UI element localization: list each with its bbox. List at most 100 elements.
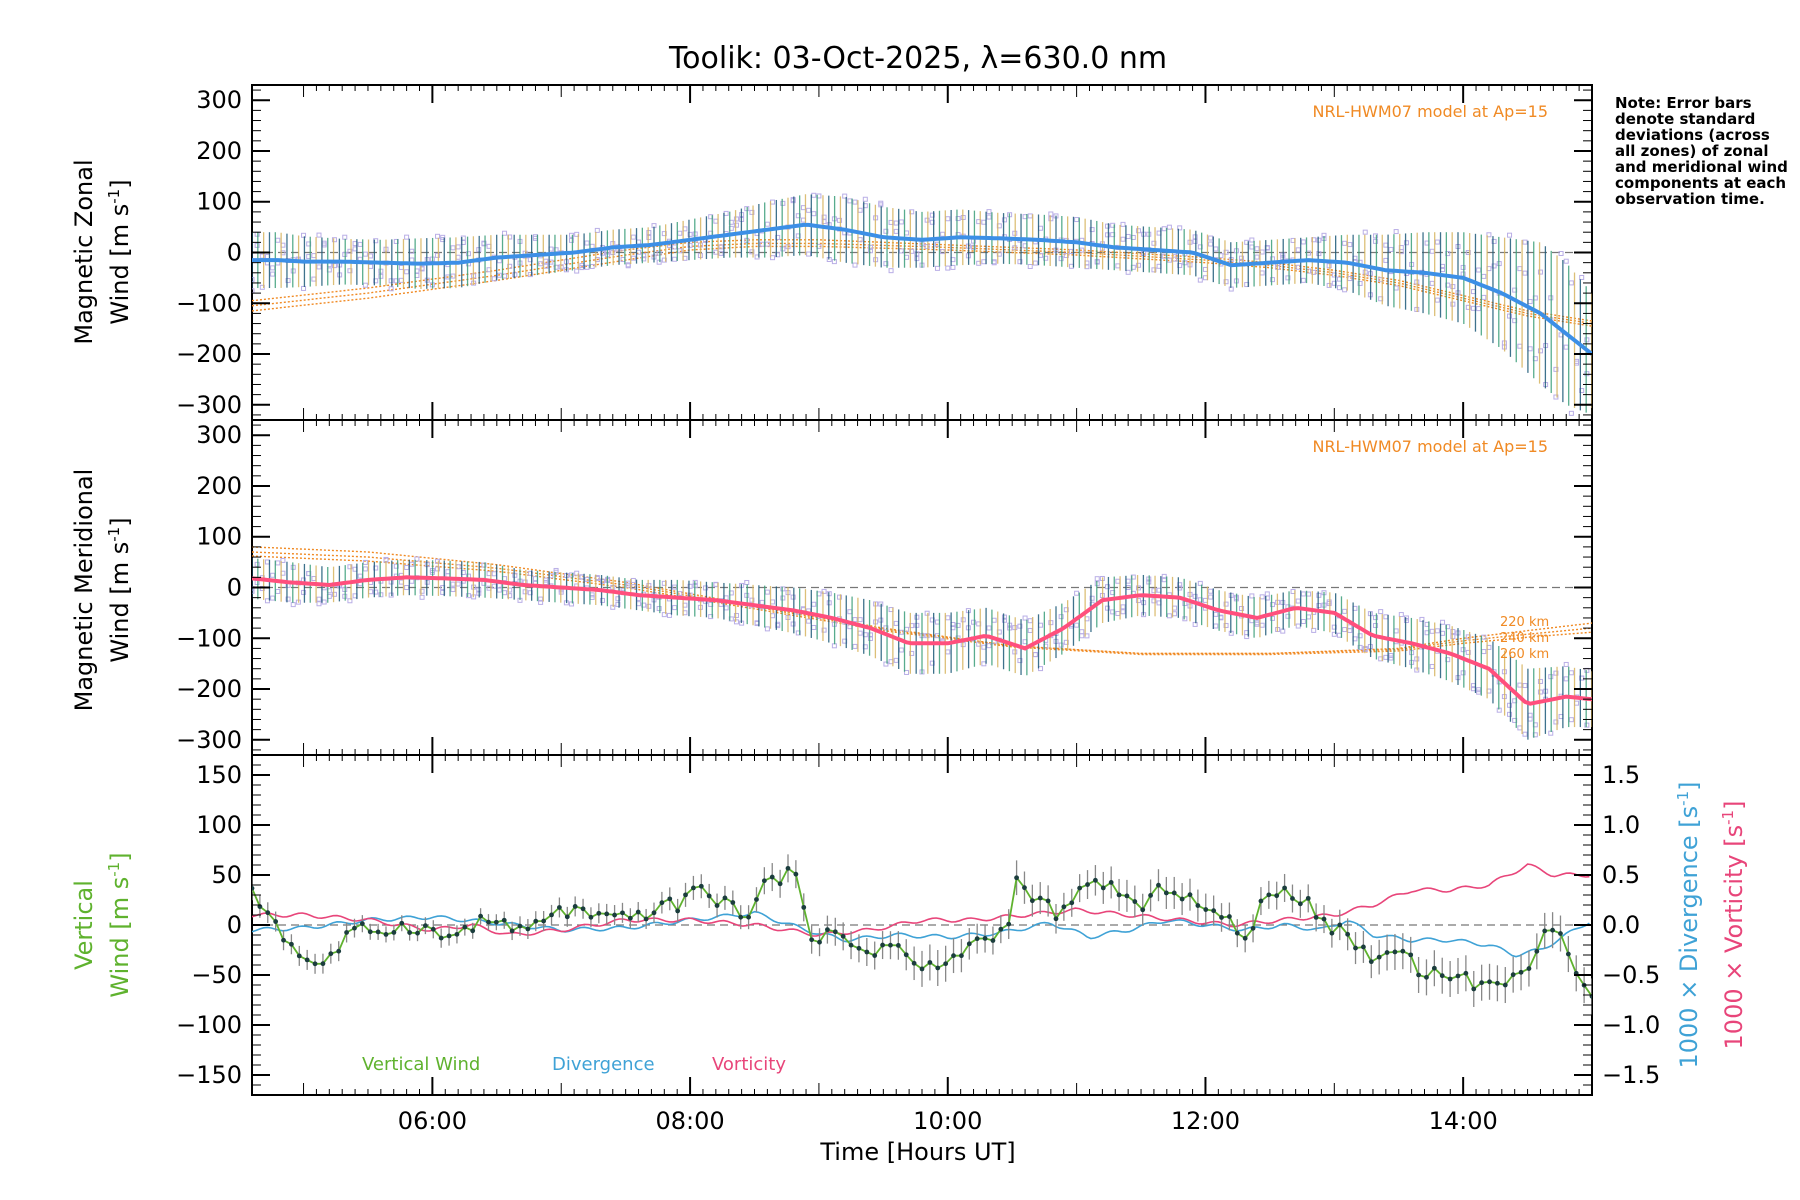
meridional-zone-marker <box>1125 578 1131 584</box>
zonal-zone-marker <box>1300 277 1306 283</box>
vertical-wind-point <box>801 904 807 910</box>
zonal-zone-marker <box>837 217 843 223</box>
meridional-zone-marker <box>1300 591 1306 597</box>
zonal-zone-marker <box>1120 221 1126 227</box>
zonal-zone-marker <box>440 234 446 240</box>
vertical-wind-point <box>1014 875 1019 881</box>
vertical-wind-point <box>1069 900 1075 906</box>
meridional-zone-marker <box>1074 590 1080 596</box>
vertical-wind-point <box>1384 950 1390 955</box>
meridional-zone-marker <box>1507 711 1513 717</box>
vertical-wind-point <box>935 965 941 971</box>
meridional-zone-marker <box>1259 622 1265 628</box>
vertical-ytick-label: 0 <box>227 911 242 939</box>
zonal-zone-marker <box>955 216 961 222</box>
vertical-wind-point <box>1368 959 1374 965</box>
vertical-wind-point <box>1376 954 1382 960</box>
meridional-zone-marker <box>1213 611 1219 617</box>
legend-divergence: Divergence <box>552 1054 655 1075</box>
meridional-zone-marker <box>1295 598 1301 604</box>
zonal-zone-marker <box>1393 285 1399 291</box>
vertical-wind-point <box>1550 927 1555 933</box>
zonal-zone-marker <box>1362 229 1368 235</box>
zonal-ytick-label: 300 <box>196 86 242 114</box>
meridional-zone-marker <box>929 617 935 623</box>
zonal-zone-marker <box>584 264 590 270</box>
zonal-zone-marker <box>1553 366 1559 372</box>
zonal-zone-marker <box>852 262 858 268</box>
meridional-zone-marker <box>553 569 559 575</box>
meridional-zone-marker <box>373 589 379 595</box>
zonal-zone-marker <box>764 241 770 247</box>
meridional-zone-marker <box>945 615 951 621</box>
zonal-zone-marker <box>455 244 461 250</box>
meridional-zone-marker <box>615 596 621 602</box>
zonal-zone-marker <box>270 271 276 277</box>
zonal-zone-marker <box>934 265 940 271</box>
vertical-wind-point <box>430 926 436 932</box>
vertical-wind-point <box>1337 922 1343 928</box>
vertical-wind-point <box>1526 966 1532 971</box>
zonal-zone-marker <box>1527 346 1533 352</box>
vertical-wind-point <box>415 930 420 936</box>
meridional-zone-marker <box>574 570 580 576</box>
meridional-zone-marker <box>1208 588 1214 594</box>
zonal-zone-marker <box>790 197 796 203</box>
meridional-zone-marker <box>924 610 930 616</box>
zonal-zone-marker <box>1027 213 1033 219</box>
zonal-zone-marker <box>847 198 853 204</box>
zonal-zone-marker <box>1125 269 1131 275</box>
zonal-zone-marker <box>857 207 863 213</box>
meridional-ytick-label: 300 <box>196 421 242 449</box>
vertical-wind-point <box>1439 973 1445 979</box>
meridional-zone-marker <box>909 623 915 629</box>
error-bar-note: Note: Error bars denote standard deviati… <box>1615 94 1788 208</box>
meridional-zone-marker <box>656 606 662 612</box>
zonal-zone-marker <box>1522 239 1528 245</box>
zonal-zone-marker <box>1331 280 1337 286</box>
zonal-zone-marker <box>1223 249 1229 255</box>
vertical-wind-point <box>352 925 357 931</box>
xtick-label: 14:00 <box>1429 1107 1498 1135</box>
meridional-zone-marker <box>1429 663 1435 669</box>
meridional-zone-marker <box>1135 598 1141 604</box>
zonal-zone-marker <box>1527 299 1533 305</box>
zonal-zone-marker <box>1491 238 1497 244</box>
zonal-zone-marker <box>512 272 518 278</box>
meridional-zone-marker <box>450 587 456 593</box>
vertical-wind-point <box>1061 904 1067 910</box>
vertical-wind-point <box>1108 880 1114 885</box>
zonal-zone-marker <box>1300 239 1306 245</box>
meridional-ytick-label: −200 <box>176 675 242 703</box>
meridional-zone-marker <box>806 618 812 624</box>
meridional-zone-marker <box>275 560 281 566</box>
meridional-zone-marker <box>1450 629 1456 635</box>
zonal-zone-marker <box>496 272 502 278</box>
zonal-zone-marker <box>893 220 899 226</box>
zonal-zone-marker <box>749 249 755 255</box>
zonal-zone-marker <box>1208 235 1214 241</box>
meridional-zone-marker <box>1465 634 1471 640</box>
vertical-wind-point <box>1219 915 1224 920</box>
zonal-zone-marker <box>672 256 678 262</box>
vertical-wind-point <box>328 951 334 957</box>
meridional-zone-marker <box>672 605 678 611</box>
meridional-zone-marker <box>1450 634 1456 640</box>
meridional-zone-marker <box>837 594 843 600</box>
meridional-zone-marker <box>1280 628 1286 634</box>
zonal-zone-marker <box>1239 255 1245 261</box>
vertical-wind-point <box>769 874 775 880</box>
meridional-zone-marker <box>1038 666 1044 672</box>
meridional-zone-marker <box>929 660 935 666</box>
vertical-wind-point <box>1195 903 1201 908</box>
zonal-zone-marker <box>1213 246 1219 252</box>
vertical-wind-point <box>375 929 381 935</box>
meridional-zone-marker <box>252 586 255 592</box>
zonal-zone-marker <box>867 248 873 254</box>
meridional-zone-marker <box>764 626 770 632</box>
zonal-zone-marker <box>971 244 977 250</box>
zonal-zone-marker <box>981 219 987 225</box>
meridional-zone-marker <box>1373 622 1379 628</box>
zonal-zone-marker <box>718 250 724 256</box>
